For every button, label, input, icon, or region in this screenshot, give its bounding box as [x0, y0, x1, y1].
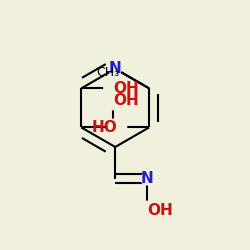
- Text: OH: OH: [113, 93, 139, 108]
- Text: OH: OH: [147, 203, 173, 218]
- Circle shape: [108, 118, 126, 137]
- Circle shape: [141, 173, 153, 185]
- Circle shape: [104, 91, 122, 110]
- Text: OH: OH: [113, 81, 139, 96]
- Circle shape: [138, 201, 156, 220]
- Text: CH₃: CH₃: [96, 66, 119, 79]
- Text: HO: HO: [92, 120, 117, 135]
- Circle shape: [104, 79, 122, 98]
- Text: N: N: [109, 61, 122, 76]
- Circle shape: [109, 63, 121, 75]
- Text: N: N: [141, 171, 154, 186]
